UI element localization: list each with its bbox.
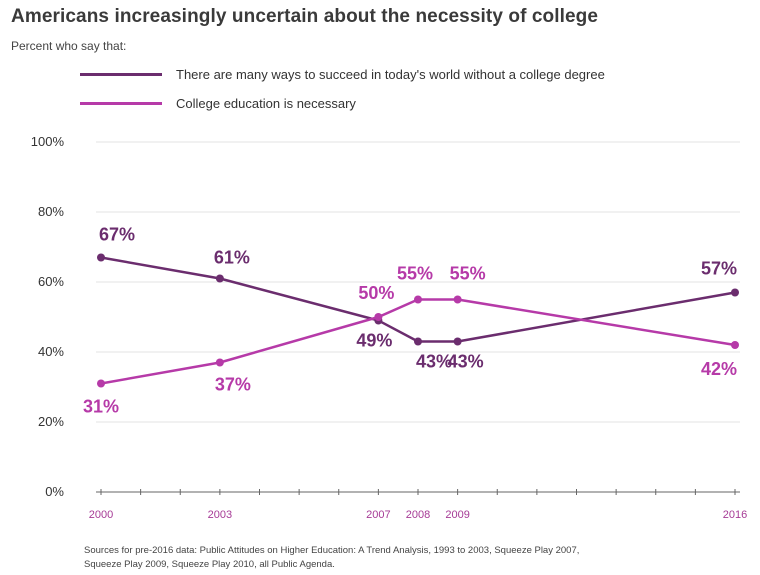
data-label-series-0-2007: 49% xyxy=(356,331,392,351)
x-tick-label-2003: 2003 xyxy=(208,509,232,521)
legend-label-college-necessary: College education is necessary xyxy=(176,95,356,111)
series-0-point-2016 xyxy=(731,288,739,297)
source-note: Sources for pre-2016 data: Public Attitu… xyxy=(84,544,760,572)
x-tick-label-2016: 2016 xyxy=(723,509,747,521)
data-label-series-1-2008: 55% xyxy=(397,264,433,284)
legend-item-succeed-without-degree: There are many ways to succeed in today'… xyxy=(80,64,605,84)
chart-title: Americans increasingly uncertain about t… xyxy=(11,6,599,27)
y-tick-label-100: 100% xyxy=(31,134,65,149)
legend-label-succeed-without-degree: There are many ways to succeed in today'… xyxy=(176,66,605,82)
data-label-series-0-2009: 43% xyxy=(448,352,484,372)
series-0-point-2009 xyxy=(453,337,462,346)
source-line-1: Sources for pre-2016 data: Public Attitu… xyxy=(84,545,580,556)
legend-item-college-necessary: College education is necessary xyxy=(80,93,356,113)
series-1-point-2009 xyxy=(453,295,462,304)
series-1-point-2016 xyxy=(731,341,739,349)
data-label-series-0-2003: 61% xyxy=(214,248,250,268)
chart-subtitle: Percent who say that: xyxy=(11,39,127,53)
series-line-0 xyxy=(100,256,736,343)
legend-swatch-succeed-without-degree xyxy=(80,72,162,76)
data-label-series-1-2000: 31% xyxy=(83,397,119,417)
data-label-series-0-2000: 67% xyxy=(99,225,135,245)
series-1-point-2008 xyxy=(414,295,422,304)
series-1-point-2000 xyxy=(97,379,105,388)
series-0-point-2008 xyxy=(414,337,422,346)
legend-swatch-college-necessary xyxy=(80,101,162,105)
data-label-series-1-2009: 55% xyxy=(450,264,486,284)
data-label-series-1-2007: 50% xyxy=(358,283,394,303)
x-tick-label-2008: 2008 xyxy=(406,509,430,521)
data-label-series-1-2003: 37% xyxy=(215,375,251,395)
source-line-2: Squeeze Play 2009, Squeeze Play 2010, al… xyxy=(84,559,335,570)
data-label-series-0-2016: 57% xyxy=(701,259,737,279)
data-label-series-1-2016: 42% xyxy=(701,359,737,379)
series-0-point-2000 xyxy=(97,253,105,262)
y-tick-label-0: 0% xyxy=(45,484,64,499)
series-1-point-2007 xyxy=(374,313,383,321)
y-tick-label-60: 60% xyxy=(38,274,64,289)
series-0-point-2003 xyxy=(215,274,224,283)
x-tick-label-2009: 2009 xyxy=(445,509,469,521)
x-tick-label-2000: 2000 xyxy=(89,509,113,521)
y-tick-label-80: 80% xyxy=(38,204,64,219)
y-tick-label-20: 20% xyxy=(38,414,64,429)
series-line-1 xyxy=(100,298,736,385)
x-tick-label-2007: 2007 xyxy=(366,509,390,521)
y-tick-label-40: 40% xyxy=(38,344,64,359)
data-label-series-0-2008: 43% xyxy=(416,352,452,372)
series-1-point-2003 xyxy=(215,358,224,367)
